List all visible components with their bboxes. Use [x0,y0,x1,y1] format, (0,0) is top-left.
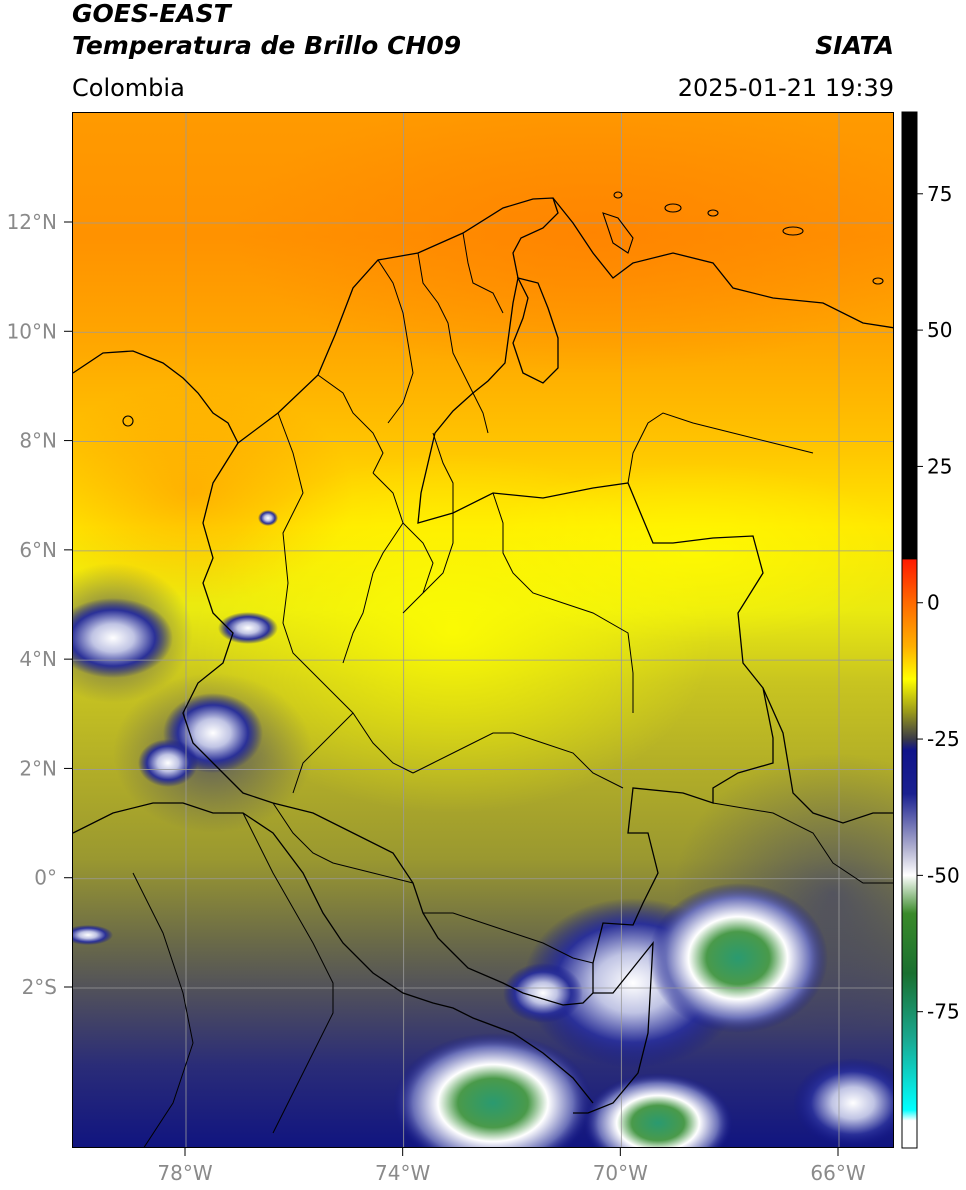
latitude-ticks: 12°N 10°N 8°N 6°N 4°N 2°N 0° 2°S [7,210,72,999]
panama-outline [73,350,239,444]
yellow-area-east [473,463,893,643]
cloud-cluster-amazon-6 [503,963,583,1023]
venezuela-coast [552,197,893,329]
cloud-cluster-pacific-1 [73,598,173,678]
region-label: Colombia [72,74,185,102]
colorbar-tick-label: 75 [927,182,952,206]
island-curacao [664,203,682,213]
lat-tick-label: 2°N [19,756,57,780]
borders [73,197,893,1147]
island-aruba [613,191,623,199]
colorbar-tick-label: 50 [927,318,952,342]
cloud-cluster-pacific-2 [218,612,278,644]
island-bonaire [707,209,719,217]
gridlines [73,113,893,1147]
map-canvas [73,113,893,1147]
lat-tick-label: 6°N [19,538,57,562]
lon-tick-label: 74°W [375,1161,430,1185]
lat-tick-label: 10°N [7,319,57,343]
cloud-cell-choco [258,510,278,526]
colorbar-tick-label: -75 [927,1000,960,1024]
brazil-north-border [712,802,893,884]
lat-tick-label: 8°N [19,429,57,453]
island-tobago [872,277,884,285]
department-lines [272,232,634,964]
venezuela-south-border [762,687,893,824]
colorbar-tick-label: 0 [927,591,940,615]
product-title: Temperatura de Brillo CH09 [72,31,462,60]
lat-tick-label: 4°N [19,647,57,671]
lat-tick-label: 2°S [22,975,57,999]
colorbar-tick-label: -25 [927,727,960,751]
island-margarita [782,226,804,236]
andes-line [242,812,334,1134]
ecuador-peru-border [73,802,594,1104]
colorbar-scale [901,111,918,1149]
cloud-cell-ecuador [73,925,113,945]
cloud-cluster-amazon-5 [793,1058,893,1147]
satellite-title: GOES-EAST [72,0,231,28]
lon-tick-label: 70°W [593,1161,648,1185]
cloud-cluster-pacific-4 [138,739,198,787]
cloud-cluster-amazon-2 [648,883,828,1033]
island-paraguana [602,212,634,254]
peru-brazil-border [573,941,654,1114]
colombia-outline [182,197,774,1006]
colorbar-tick-label: 25 [927,454,952,478]
lat-tick-label: 12°N [7,210,57,234]
venezuela-interior [627,412,814,484]
lake-maracaibo [512,277,559,384]
datetime-label: 2025-01-21 19:39 [677,74,894,102]
satellite-map [72,112,894,1148]
lat-tick-label: 0° [34,866,57,890]
cloud-cluster-amazon-4 [583,1073,733,1147]
cloud-cluster-amazon-3 [393,1033,593,1147]
colorbar-tick-label: -50 [927,863,960,887]
island-pacific [122,415,134,427]
longitude-ticks: 78°W 74°W 70°W 66°W [157,1148,866,1185]
caribbean-islands [122,191,884,427]
warm-area-north [233,113,893,373]
peru-coast [132,872,194,1147]
lon-tick-label: 66°W [810,1161,865,1185]
lon-tick-label: 78°W [157,1161,212,1185]
agency-label: SIATA [815,31,894,60]
header: GOES-EAST Temperatura de Brillo CH09 Col… [72,0,894,108]
colorbar: 75 50 25 0 -25 -50 -75 [901,111,960,1149]
